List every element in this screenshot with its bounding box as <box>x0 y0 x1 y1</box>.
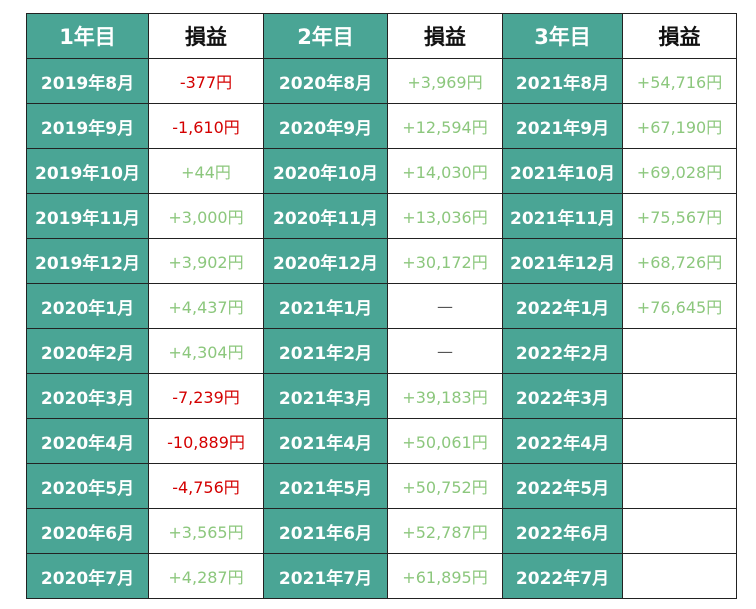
year1-pl-cell: +3,902円 <box>148 238 264 284</box>
year2-month-cell: 2021年4月 <box>263 418 388 464</box>
table-row: 2020年7月 +4,287円 2021年7月 +61,895円 2022年7月 <box>26 553 737 599</box>
year3-pl-cell <box>622 328 737 374</box>
year3-month-cell: 2022年2月 <box>502 328 623 374</box>
year3-month-cell: 2022年3月 <box>502 373 623 419</box>
year2-month-cell: 2020年10月 <box>263 148 388 194</box>
year2-pl-cell: — <box>387 283 503 329</box>
year1-month-cell: 2020年4月 <box>26 418 149 464</box>
table-row: 2020年1月 +4,437円 2021年1月 —2022年1月 +76,645円 <box>26 283 737 329</box>
year3-month-cell: 2021年9月 <box>502 103 623 149</box>
year1-month-cell: 2020年7月 <box>26 553 149 599</box>
year3-pl-cell: +67,190円 <box>622 103 737 149</box>
year2-month-cell: 2021年3月 <box>263 373 388 419</box>
year3-pl-cell: +75,567円 <box>622 193 737 239</box>
year2-pl-cell: +52,787円 <box>387 508 503 554</box>
table-row: 2019年11月 +3,000円 2020年11月 +13,036円 2021年11月 +… <box>26 193 737 239</box>
year3-header: 3年目 <box>502 13 623 59</box>
year2-pl-cell: +50,752円 <box>387 463 503 509</box>
year1-month-cell: 2020年2月 <box>26 328 149 374</box>
year1-pl-cell: +44円 <box>148 148 264 194</box>
year1-month-cell: 2019年12月 <box>26 238 149 284</box>
year3-month-cell: 2021年10月 <box>502 148 623 194</box>
year2-month-cell: 2021年2月 <box>263 328 388 374</box>
table-row: 2020年6月 +3,565円 2021年6月 +52,787円 2022年6月 <box>26 508 737 554</box>
year3-month-cell: 2021年8月 <box>502 58 623 104</box>
year2-pl-cell: +13,036円 <box>387 193 503 239</box>
table-row: 2019年12月 +3,902円 2020年12月 +30,172円 2021年12月 +… <box>26 238 737 284</box>
year3-month-cell: 2022年7月 <box>502 553 623 599</box>
year3-pl-cell <box>622 508 737 554</box>
year1-month-cell: 2020年5月 <box>26 463 149 509</box>
year3-month-cell: 2022年6月 <box>502 508 623 554</box>
year1-pl-cell: -7,239円 <box>148 373 264 419</box>
year3-month-cell: 2022年4月 <box>502 418 623 464</box>
year2-pl-cell: +30,172円 <box>387 238 503 284</box>
year3-pl-cell <box>622 463 737 509</box>
year3-month-cell: 2021年11月 <box>502 193 623 239</box>
table-row: 2020年5月 -4,756円 2021年5月 +50,752円 2022年5月 <box>26 463 737 509</box>
year3-month-cell: 2022年5月 <box>502 463 623 509</box>
year1-pl-cell: +4,287円 <box>148 553 264 599</box>
year2-pl-cell: +3,969円 <box>387 58 503 104</box>
header-row: 1年目 損益 2年目 損益 3年目 損益 <box>26 13 737 59</box>
profit-loss-table-container: 1年目 損益 2年目 損益 3年目 損益 2019年8月 -377円 2020年8月… <box>26 13 737 599</box>
table-row: 2020年4月 -10,889円 2021年4月 +50,061円 2022年4月 <box>26 418 737 464</box>
year2-pl-cell: — <box>387 328 503 374</box>
table-row: 2019年10月 +44円 2020年10月 +14,030円 2021年10月 +69,… <box>26 148 737 194</box>
year2-month-cell: 2021年5月 <box>263 463 388 509</box>
year2-month-cell: 2020年12月 <box>263 238 388 284</box>
year2-pl-cell: +50,061円 <box>387 418 503 464</box>
year3-pl-cell: +54,716円 <box>622 58 737 104</box>
year1-month-cell: 2020年3月 <box>26 373 149 419</box>
table-row: 2019年9月 -1,610円 2020年9月 +12,594円 2021年9月 +67,… <box>26 103 737 149</box>
year3-pl-cell: +68,726円 <box>622 238 737 284</box>
year1-month-cell: 2020年1月 <box>26 283 149 329</box>
year1-month-cell: 2019年10月 <box>26 148 149 194</box>
year3-pl-cell <box>622 553 737 599</box>
year2-month-cell: 2020年8月 <box>263 58 388 104</box>
pl1-header: 損益 <box>148 13 264 59</box>
year1-pl-cell: +4,304円 <box>148 328 264 374</box>
year3-pl-cell <box>622 418 737 464</box>
year2-pl-cell: +12,594円 <box>387 103 503 149</box>
pl2-header: 損益 <box>387 13 503 59</box>
year3-pl-cell <box>622 373 737 419</box>
table-row: 2020年3月 -7,239円 2021年3月 +39,183円 2022年3月 <box>26 373 737 419</box>
year3-pl-cell: +69,028円 <box>622 148 737 194</box>
year3-month-cell: 2021年12月 <box>502 238 623 284</box>
year2-month-cell: 2021年7月 <box>263 553 388 599</box>
year2-month-cell: 2021年1月 <box>263 283 388 329</box>
year1-pl-cell: -377円 <box>148 58 264 104</box>
year1-month-cell: 2019年8月 <box>26 58 149 104</box>
year1-month-cell: 2019年11月 <box>26 193 149 239</box>
table-row: 2020年2月 +4,304円 2021年2月 —2022年2月 <box>26 328 737 374</box>
year1-pl-cell: -10,889円 <box>148 418 264 464</box>
year1-pl-cell: +3,000円 <box>148 193 264 239</box>
year2-month-cell: 2020年9月 <box>263 103 388 149</box>
profit-loss-table: 1年目 損益 2年目 損益 3年目 損益 2019年8月 -377円 2020年8月… <box>26 13 737 599</box>
year2-month-cell: 2020年11月 <box>263 193 388 239</box>
year1-pl-cell: -4,756円 <box>148 463 264 509</box>
year3-month-cell: 2022年1月 <box>502 283 623 329</box>
year3-pl-cell: +76,645円 <box>622 283 737 329</box>
year1-month-cell: 2019年9月 <box>26 103 149 149</box>
year1-header: 1年目 <box>26 13 149 59</box>
pl3-header: 損益 <box>622 13 737 59</box>
year2-header: 2年目 <box>263 13 388 59</box>
year1-pl-cell: -1,610円 <box>148 103 264 149</box>
table-row: 2019年8月 -377円 2020年8月 +3,969円 2021年8月 +54,716… <box>26 58 737 104</box>
year1-pl-cell: +3,565円 <box>148 508 264 554</box>
year2-pl-cell: +61,895円 <box>387 553 503 599</box>
year1-pl-cell: +4,437円 <box>148 283 264 329</box>
year2-pl-cell: +39,183円 <box>387 373 503 419</box>
year2-month-cell: 2021年6月 <box>263 508 388 554</box>
year2-pl-cell: +14,030円 <box>387 148 503 194</box>
year1-month-cell: 2020年6月 <box>26 508 149 554</box>
